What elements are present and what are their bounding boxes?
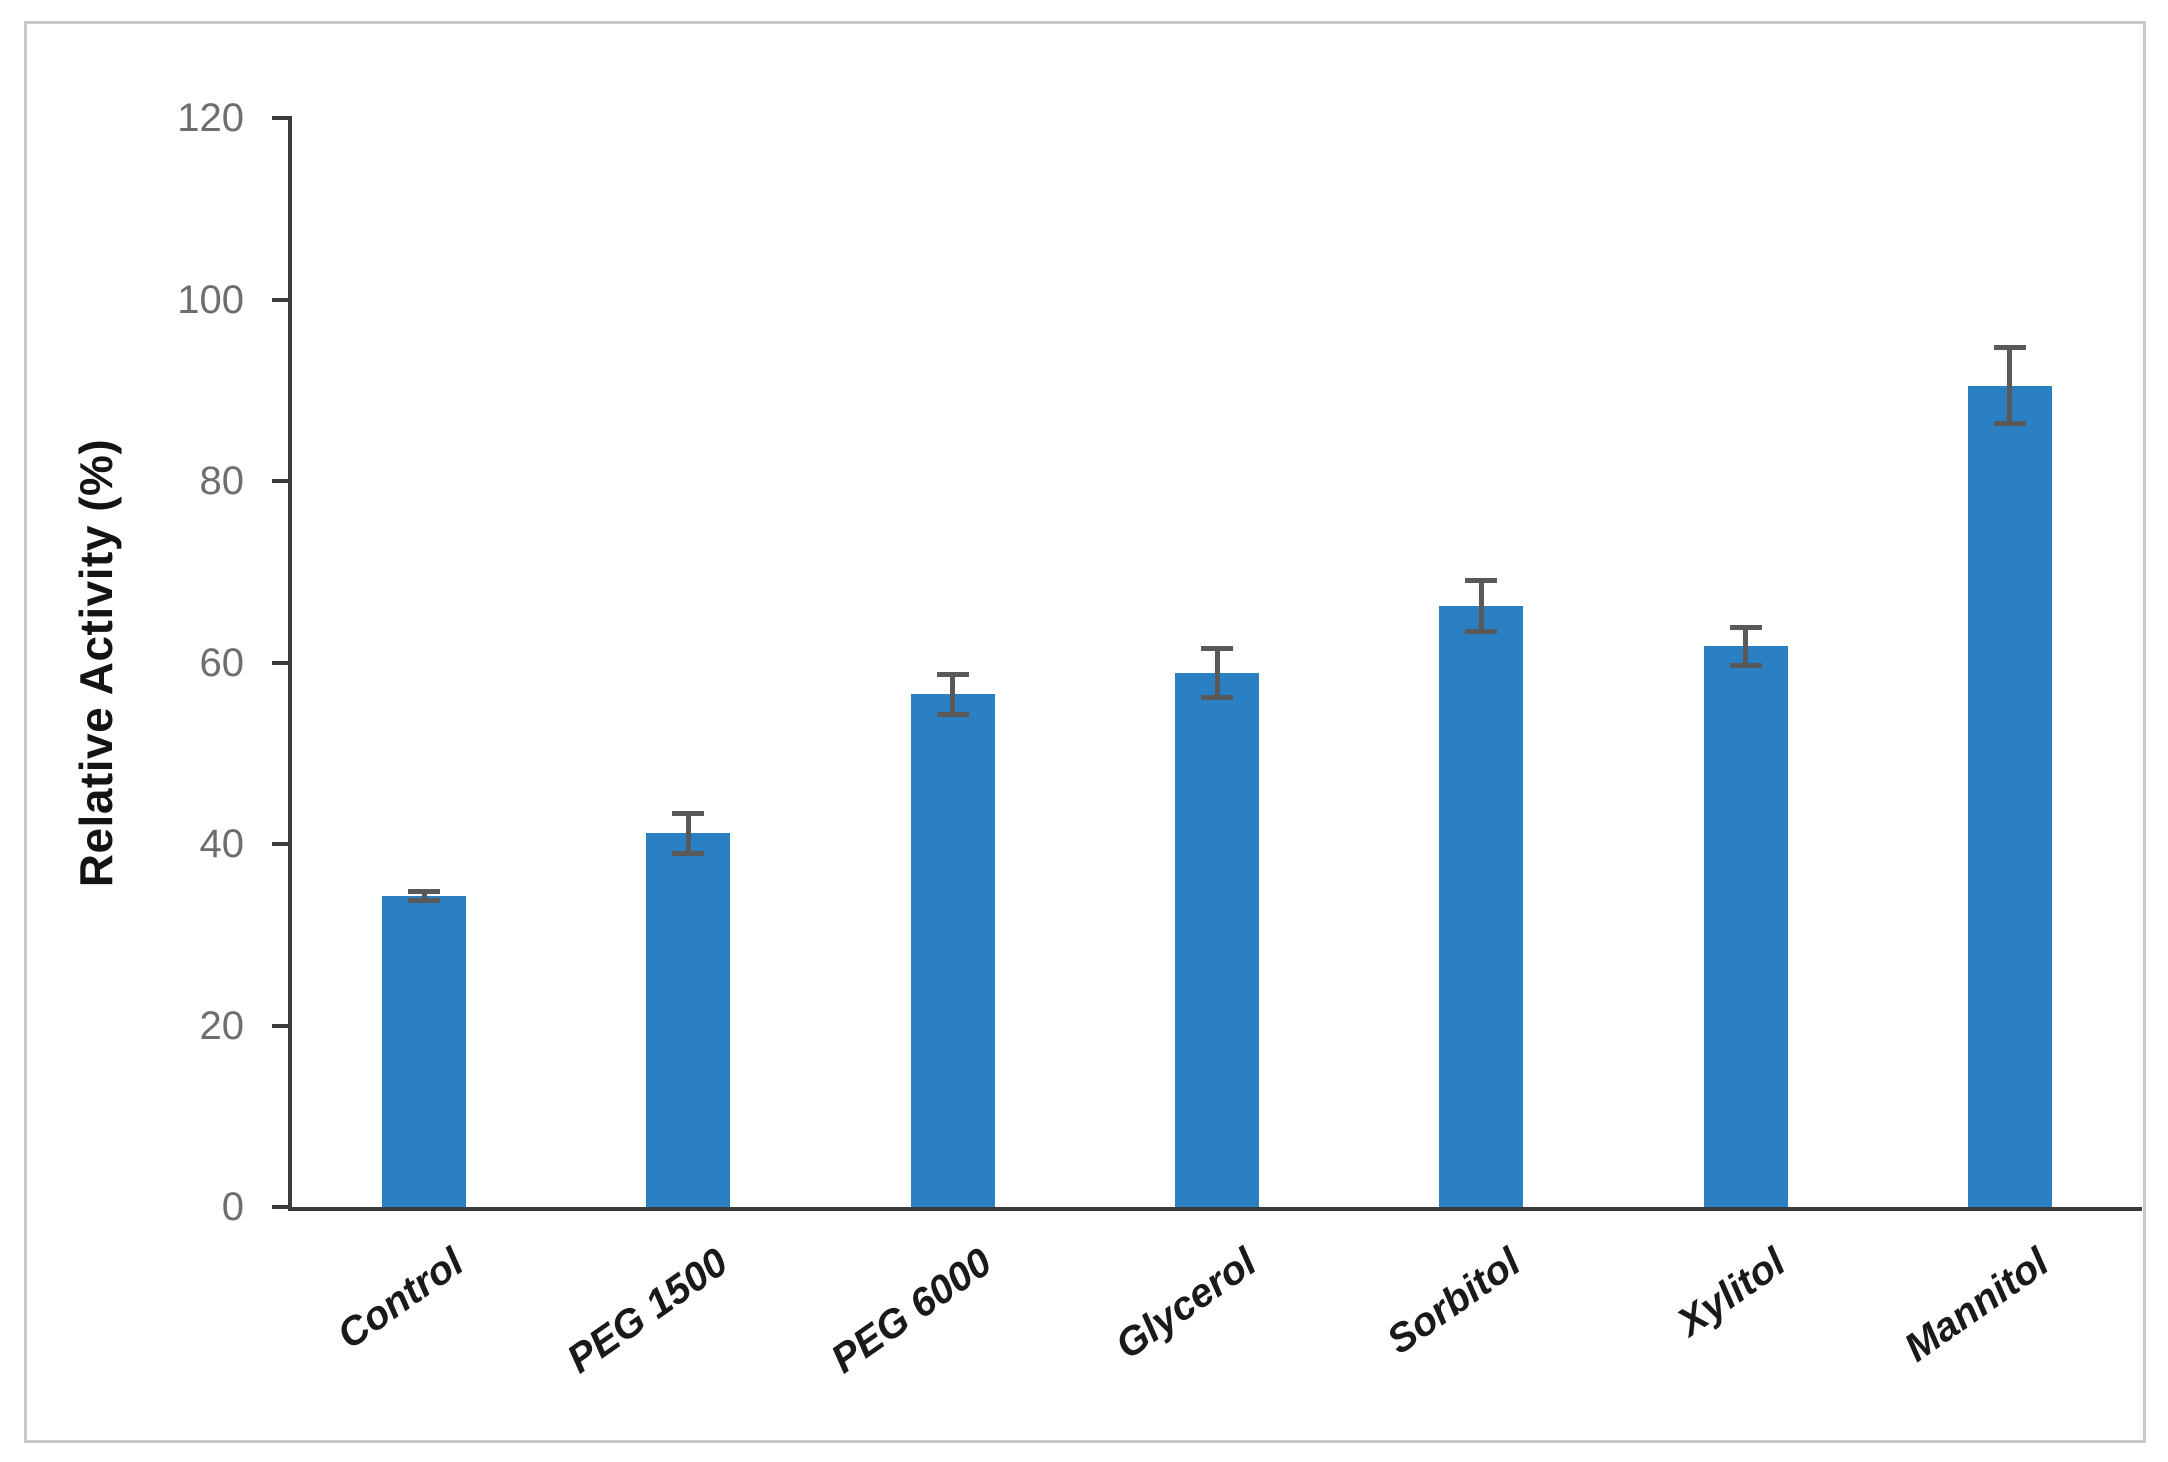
error-bar-line-glycerol <box>1214 648 1220 698</box>
y-axis-tick-label: 60 <box>199 640 245 685</box>
y-axis-tick-label: 20 <box>199 1003 245 1048</box>
y-axis-tick-mark <box>272 660 292 665</box>
bar-glycerol <box>1175 673 1259 1207</box>
y-axis-tick-mark <box>272 1023 292 1028</box>
y-axis-line <box>288 118 292 1211</box>
error-bar-cap-sorbitol <box>1465 629 1498 635</box>
error-bar-line-mannitol <box>2007 347 2013 424</box>
error-bar-cap-peg-1500 <box>672 810 705 816</box>
bar-peg-1500 <box>646 833 731 1207</box>
error-bar-cap-sorbitol <box>1465 578 1498 584</box>
error-bar-cap-peg-1500 <box>672 850 705 856</box>
error-bar-cap-control <box>408 888 441 894</box>
y-axis-tick-mark <box>272 479 292 483</box>
bar-control <box>382 895 467 1207</box>
error-bar-cap-xylitol <box>1729 624 1762 630</box>
error-bar-cap-control <box>408 897 441 903</box>
bar-mannitol <box>1967 385 2052 1207</box>
y-axis-tick-mark <box>272 297 292 302</box>
error-bar-cap-mannitol <box>1993 345 2026 351</box>
error-bar-cap-glycerol <box>1201 646 1233 652</box>
error-bar-cap-glycerol <box>1201 695 1233 701</box>
bar-peg-6000 <box>910 694 995 1207</box>
error-bar-cap-xylitol <box>1729 662 1762 668</box>
y-axis-tick-label: 120 <box>177 96 244 140</box>
y-axis-tick-label: 80 <box>199 459 245 503</box>
error-bar-cap-peg-6000 <box>936 671 969 677</box>
error-bar-cap-mannitol <box>1993 421 2026 427</box>
y-axis-tick-mark <box>272 1205 292 1209</box>
y-axis-tick-label: 100 <box>177 277 244 322</box>
error-bar-line-xylitol <box>1743 627 1749 666</box>
x-axis-line <box>288 1207 2142 1211</box>
bar-sorbitol <box>1439 606 1524 1207</box>
y-axis-tick-label: 40 <box>199 822 245 866</box>
chart-outer-frame <box>24 21 2146 1443</box>
error-bar-line-control <box>421 891 427 901</box>
error-bar-cap-peg-6000 <box>936 711 969 717</box>
error-bar-line-peg-6000 <box>950 674 956 715</box>
y-axis-tick-mark <box>272 116 292 120</box>
error-bar-line-sorbitol <box>1478 580 1484 632</box>
error-bar-line-peg-1500 <box>685 813 691 854</box>
y-axis-tick-mark <box>272 842 292 846</box>
bar-xylitol <box>1703 646 1788 1207</box>
y-axis-tick-label: 0 <box>221 1185 244 1229</box>
